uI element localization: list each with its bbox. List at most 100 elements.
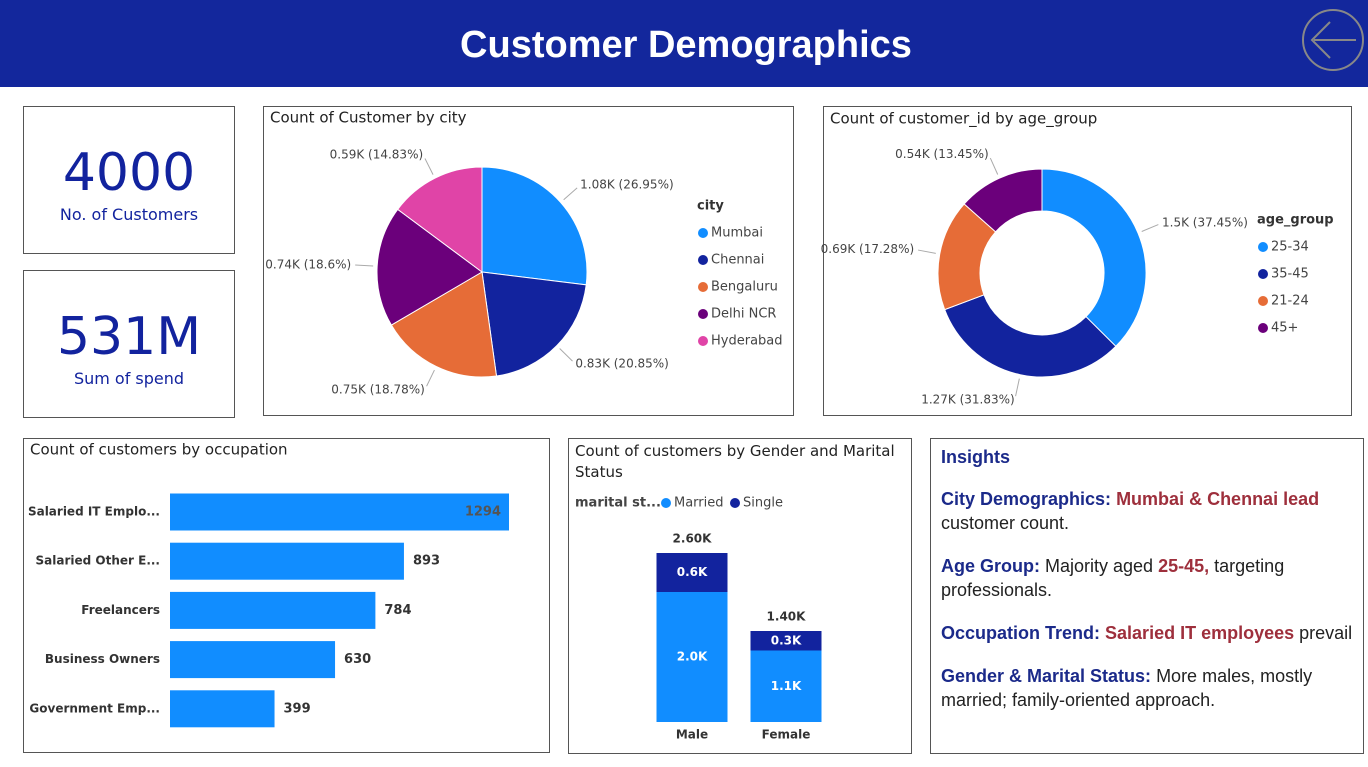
bar [170,641,336,679]
legend-marker [661,498,671,508]
data-label: 784 [384,603,411,618]
legend-marker [1258,269,1268,279]
slice [1041,168,1147,348]
slice [481,271,587,377]
panel [263,106,794,416]
data-label: 0.3K [771,633,802,647]
insight-text: Salaried IT employees [1105,623,1295,643]
slice [397,166,483,273]
bar [170,591,376,629]
legend-label: 25-34 [1271,240,1309,255]
legend-label: Bengaluru [711,280,778,295]
bar-segment [750,650,822,722]
insight-text: prevail [1299,623,1353,643]
data-label: 0.69K (17.28%) [821,242,915,256]
data-label: 0.54K (13.45%) [895,147,989,161]
data-label: 0.83K (20.85%) [575,356,669,370]
category-label: Salaried Other E... [36,554,160,568]
data-label: 1.27K (31.83%) [921,393,1015,407]
page-title: Customer Demographics [460,24,912,66]
data-label: 0.75K (18.78%) [331,382,425,396]
data-label: 1.5K (37.45%) [1162,216,1248,230]
leader-line [563,187,578,201]
category-label: Government Emp... [29,701,160,715]
legend-marker [698,282,708,292]
insight: Occupation Trend: Salaried IT employees … [941,621,1353,645]
insight: Gender & Marital Status: More males, mos… [941,664,1353,712]
legend-label: 21-24 [1271,294,1309,309]
legend-marker [730,498,740,508]
insight-text: Occupation Trend: [941,623,1101,643]
leader-line [355,264,374,267]
leader-line [918,249,936,254]
category-label: Freelancers [81,603,160,617]
total-label: 2.60K [673,532,713,546]
slice [944,294,1117,378]
insight-text: Age Group: [941,556,1040,576]
total-label: 1.40K [767,610,807,624]
chart-title: Count of customer_id by age_group [830,110,1097,129]
category-label: Business Owners [45,652,160,666]
chart-title: Count of customers by Gender and Marital… [575,442,895,481]
data-label: 2.0K [677,650,708,664]
insights-panel: Insights City Demographics: Mumbai & Che… [930,438,1364,754]
slice [376,208,483,326]
kpi-card: 531M Sum of spend [23,270,235,418]
legend-marker [698,255,708,265]
insight-text: targeting professionals. [941,556,1285,600]
legend-marker [1258,323,1268,333]
chart-title: Count of customers by occupation [30,441,288,459]
legend-label: Hyderabad [711,334,783,349]
category-label: Male [676,728,708,742]
panel [823,106,1352,416]
insight-text: More males, mostly married; family-orien… [941,666,1313,710]
insight: Age Group: Majority aged 25-45, targetin… [941,554,1353,602]
legend-title: city [697,199,724,214]
legend-label: 45+ [1271,321,1298,336]
legend-label: Delhi NCR [711,307,776,322]
legend-label: Chennai [711,253,764,268]
data-label: 1.08K (26.95%) [580,178,674,192]
kpi-label: Sum of spend [73,369,185,388]
back-button[interactable] [1302,9,1364,71]
data-label: 893 [413,554,440,569]
legend-title: marital st... [575,496,661,511]
kpi-label: No. of Customers [59,205,199,224]
kpi-card: 4000 No. of Customers [23,106,235,254]
insight-text: customer count. [941,513,1070,533]
legend-marker [698,336,708,346]
insight: City Demographics: Mumbai & Chennai lead… [941,487,1353,535]
leader-line [1141,224,1159,232]
insight-text: 25-45, [1158,556,1210,576]
data-label: 1294 [465,505,501,520]
legend-marker [1258,242,1268,252]
insights-title: Insights [941,447,1011,467]
bar-segment [656,553,728,592]
slice [481,166,588,286]
leader-line [1015,378,1020,397]
legend-marker [1258,296,1268,306]
legend-marker [698,309,708,319]
bar [170,690,275,728]
insight-text: Gender & Marital Status: [941,666,1152,686]
leader-line [989,157,999,175]
legend-label: Married [674,496,724,511]
category-label: Salaried IT Emplo... [28,505,160,519]
data-label: 630 [344,652,371,667]
data-label: 0.74K (18.6%) [265,257,351,271]
slice [390,271,498,378]
legend-label: Single [743,496,783,511]
bar-segment [750,631,822,651]
bar-segment [656,592,728,722]
legend-label: 35-45 [1271,267,1309,282]
data-label: 399 [284,701,311,716]
insight-text: Majority aged [1045,556,1154,576]
bar [170,542,404,580]
bar [170,493,509,531]
panel [23,438,550,753]
data-label: 0.6K [677,565,708,579]
header-bar [0,0,1368,87]
leader-line [559,348,573,362]
data-label: 0.59K (14.83%) [330,147,424,161]
